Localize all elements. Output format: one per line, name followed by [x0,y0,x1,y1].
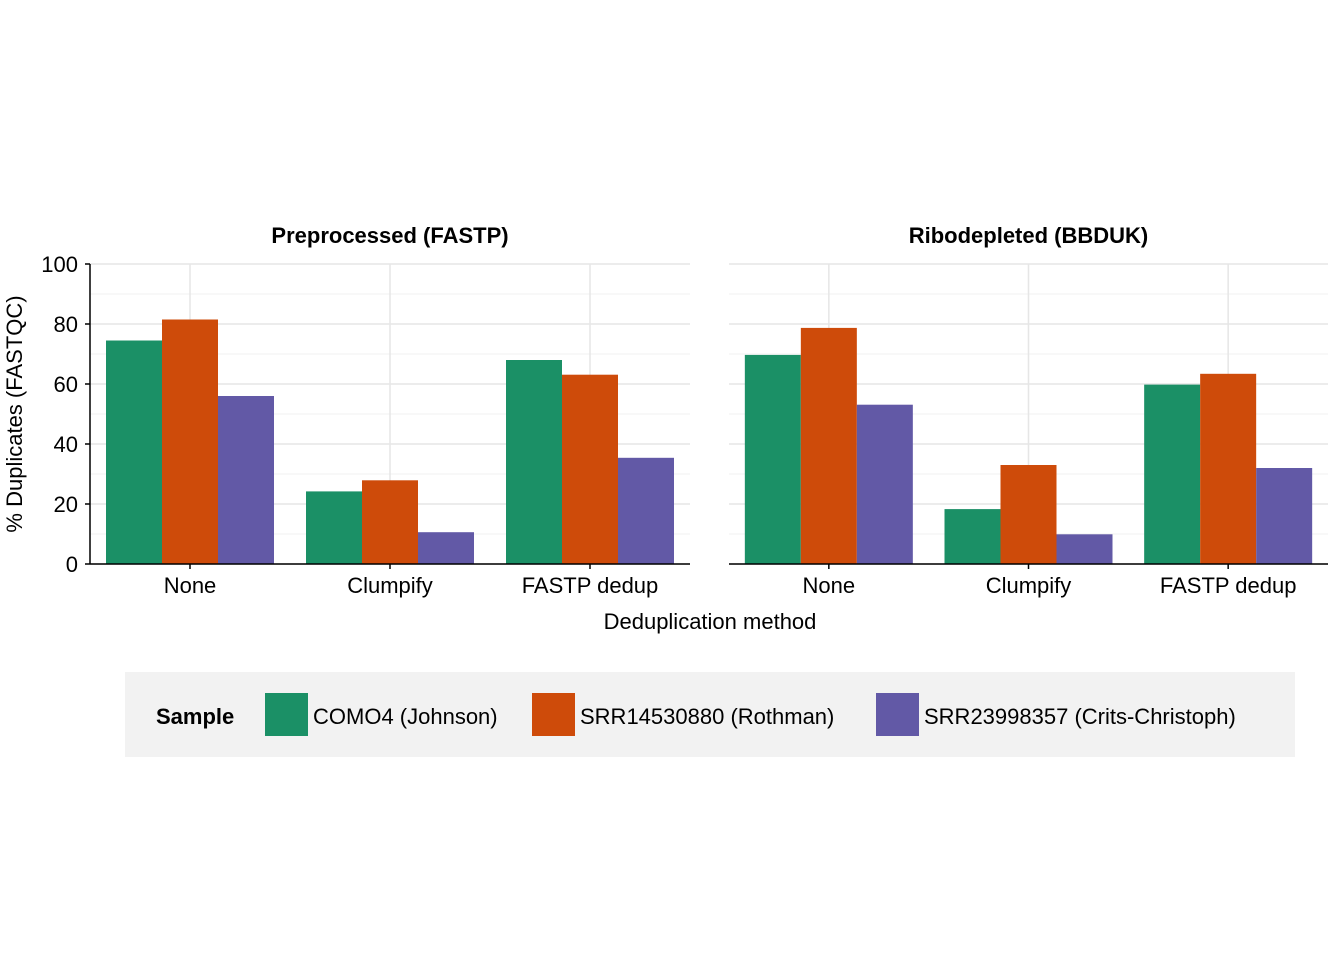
bar [218,396,274,564]
bar [1056,534,1113,564]
bar [1200,373,1257,564]
legend-title: Sample [156,704,234,729]
bar [306,491,362,564]
panel-2: None Clumpify FASTP dedup Ribodepleted (BBD… [729,223,1328,598]
legend-label: COMO4 (Johnson) [313,704,498,729]
legend-label: SRR23998357 (Crits-Christoph) [924,704,1236,729]
legend-swatch [265,693,308,736]
x-tick-label: Clumpify [347,573,433,598]
x-tick-label: FASTP dedup [1160,573,1297,598]
bar [362,480,418,564]
x-tick-label: FASTP dedup [522,573,659,598]
bar [106,340,162,564]
facet-title: Preprocessed (FASTP) [271,223,508,248]
bar [1000,465,1057,564]
legend-items: COMO4 (Johnson) SRR14530880 (Rothman) SRR2… [265,693,1236,736]
bar [562,374,618,564]
y-tick-label: 40 [54,432,78,457]
panel-1: 0 20 40 60 80 100 None Clumpify FASTP dedup Prepr… [41,223,690,598]
legend-item: SRR23998357 (Crits-Christoph) [876,693,1236,736]
bar [506,360,562,564]
bar [618,457,674,564]
bar [744,354,801,564]
legend-swatch [532,693,575,736]
x-tick-label: Clumpify [986,573,1072,598]
legend-background [125,672,1295,757]
bar [418,532,474,564]
bar [856,404,913,564]
y-tick-label: 20 [54,492,78,517]
chart-panels: 0 20 40 60 80 100 None Clumpify FASTP dedup Prepr… [41,223,1328,598]
legend-label: SRR14530880 (Rothman) [580,704,834,729]
y-axis-title: % Duplicates (FASTQC) [2,295,27,532]
bar [800,327,857,564]
y-tick-label: 60 [54,372,78,397]
y-tick-label: 0 [66,552,78,577]
x-axis-title: Deduplication method [604,609,817,634]
x-tick-label: None [164,573,217,598]
x-tick-label: None [803,573,856,598]
y-tick-label: 100 [41,252,78,277]
bar [162,319,218,564]
legend-item: COMO4 (Johnson) [265,693,498,736]
bar [944,509,1001,564]
bar [1144,384,1201,564]
legend-item: SRR14530880 (Rothman) [532,693,834,736]
legend-swatch [876,693,919,736]
facet-title: Ribodepleted (BBDUK) [909,223,1149,248]
legend: Sample COMO4 (Johnson) SRR14530880 (Rothm… [125,672,1295,757]
y-tick-label: 80 [54,312,78,337]
bar [1256,468,1313,564]
